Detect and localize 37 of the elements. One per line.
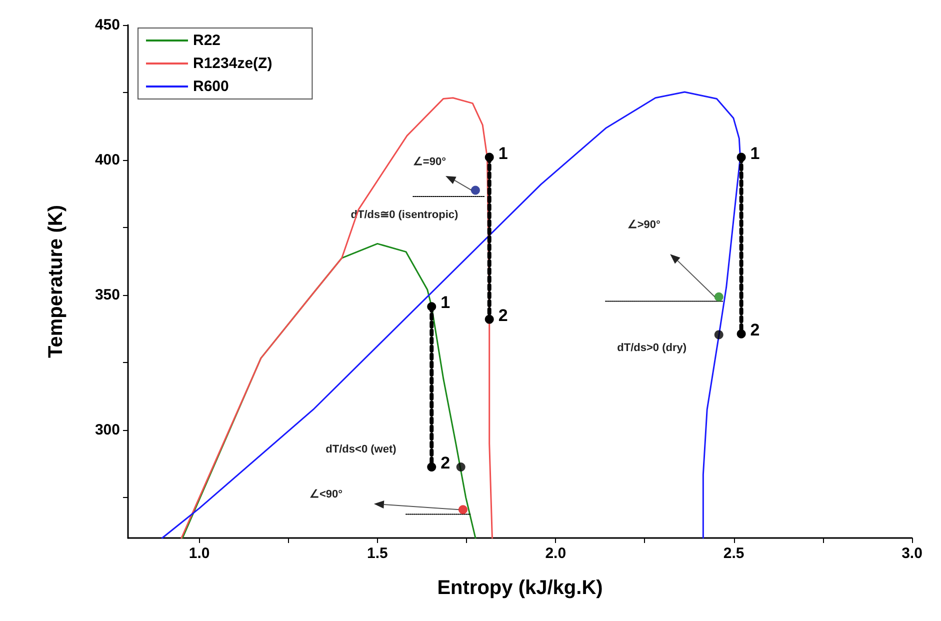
point (427, 302, 436, 312)
x-tick-label: 2.0 (545, 545, 566, 562)
x-tick-label: 2.5 (723, 545, 744, 562)
y-tick-label: 400 (94, 152, 120, 168)
point (484, 314, 494, 324)
legend-label: R22 (193, 32, 221, 49)
x-tick-label: 1.5 (367, 545, 388, 562)
legend-label: R600 (193, 78, 229, 95)
x-tick-label: 1.0 (188, 545, 210, 562)
point (427, 462, 436, 472)
point (714, 330, 724, 340)
annotation: dT/ds<0 (wet) (326, 444, 397, 456)
point (456, 462, 466, 472)
x-axis-title: Entropy (kJ/kg.K) (437, 577, 603, 599)
point (470, 186, 480, 195)
point (736, 152, 746, 162)
annotation: 1 (440, 293, 450, 312)
y-tick-label: 450 (94, 16, 120, 34)
y-tick-label: 350 (94, 286, 120, 304)
annotation: ∠=90° (412, 156, 446, 168)
annotation: dT/ds>0 (dry) (617, 342, 687, 354)
legend-label: R1234ze(Z) (193, 55, 272, 72)
annotation: 2 (440, 453, 450, 472)
x-tick-label: 3.0 (902, 545, 922, 562)
point (458, 505, 468, 514)
y-tick-label: 300 (94, 422, 120, 438)
point (484, 152, 494, 162)
annotation: 1 (498, 144, 508, 163)
annotation: ∠<90° (309, 488, 343, 501)
annotation: 2 (498, 306, 508, 325)
line-series (180, 97, 493, 539)
annotation: ∠>90° (627, 218, 660, 231)
annotation: 2 (750, 320, 760, 340)
annotation: 1 (750, 144, 760, 163)
point (714, 292, 724, 302)
point (736, 329, 746, 338)
y-axis-title: Temperature (K) (45, 205, 67, 358)
